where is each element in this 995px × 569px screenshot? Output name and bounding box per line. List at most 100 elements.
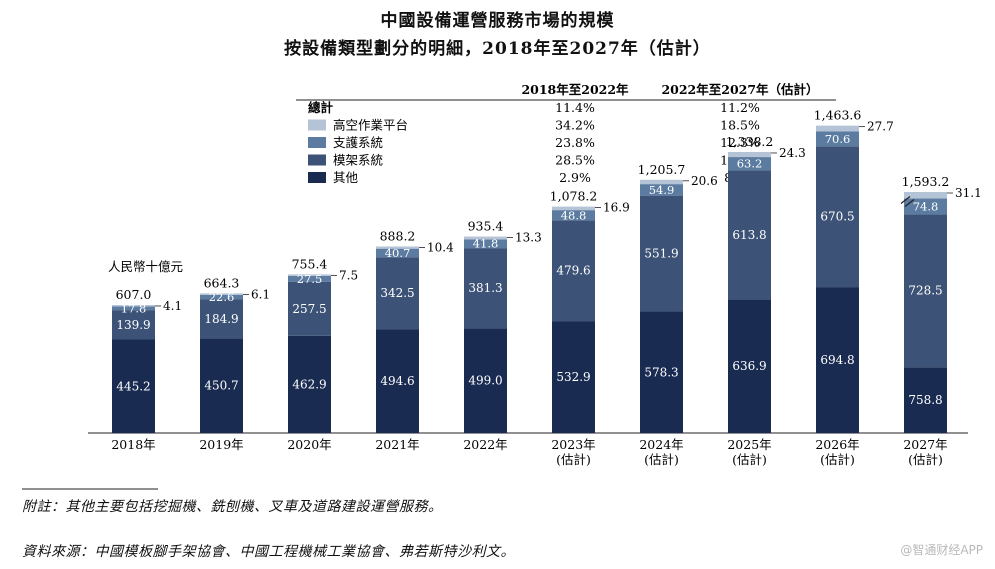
data-label: 499.0	[468, 374, 502, 388]
data-label: 494.6	[380, 374, 414, 388]
bar-segment	[200, 338, 243, 433]
legend-swatch	[308, 154, 326, 166]
chart-title-line1: 中國設備運營服務市場的規模	[380, 11, 615, 31]
category-label: (估計)	[556, 452, 591, 467]
category-label: 2020年	[287, 437, 331, 452]
data-label: 7.5	[339, 268, 358, 282]
data-label: 10.4	[427, 240, 454, 254]
category-label: 2025年	[727, 437, 771, 452]
data-label: 22.6	[209, 290, 235, 304]
chart-title-line2: 按設備類型劃分的明細，2018年至2027年（估計）	[284, 39, 711, 59]
cagr-value: 28.5%	[555, 153, 595, 168]
legend-swatch	[308, 172, 326, 183]
cagr-value: 23.8%	[555, 135, 595, 150]
source-note: 資料來源：中國模板腳手架協會、中國工程機械工業協會、弗若斯特沙利文。	[22, 544, 515, 560]
data-label: 24.3	[779, 146, 806, 160]
data-label: 694.8	[820, 353, 854, 367]
category-label: 2019年	[199, 437, 243, 452]
total-label: 1,593.2	[902, 174, 950, 189]
data-label: 636.9	[732, 359, 766, 373]
legend-label: 高空作業平台	[333, 118, 408, 133]
cagr-value: 11.4%	[555, 100, 595, 115]
bar-segment	[728, 157, 771, 171]
total-label: 664.3	[204, 275, 240, 290]
category-label: (估計)	[644, 452, 679, 467]
data-label: 6.1	[251, 287, 270, 301]
bar-segment	[200, 293, 243, 295]
cagr-col-header: 2018年至2022年	[521, 82, 629, 97]
footnote: 附註：其他主要包括挖掘機、銑刨機、叉車及道路建設運營服務。	[22, 499, 443, 515]
watermark: @智通财经APP	[900, 543, 983, 557]
bar-segment	[200, 299, 243, 339]
legend-label: 支護系統	[333, 135, 383, 150]
total-label: 1,205.7	[638, 162, 686, 177]
data-label: 184.9	[204, 312, 238, 326]
bar-segment	[816, 146, 859, 288]
bar-segment	[288, 281, 331, 336]
total-label: 1,078.2	[550, 189, 598, 204]
bar-segment	[552, 220, 595, 322]
category-label: 2027年	[903, 437, 947, 452]
data-label: 74.8	[913, 199, 939, 213]
cagr-total-label: 總計	[308, 100, 334, 115]
bar-segment	[728, 151, 771, 158]
bar-segment	[904, 214, 947, 368]
bar-segment	[376, 329, 419, 433]
category-label: (估計)	[908, 452, 943, 467]
bar-segment	[112, 339, 155, 433]
bar-segment	[464, 328, 507, 433]
category-label: 2022年	[463, 437, 507, 452]
bar-segment	[552, 206, 595, 211]
bar-segment	[904, 198, 947, 215]
legend-swatch	[308, 119, 326, 131]
legend-swatch	[308, 137, 326, 148]
data-label: 462.9	[292, 377, 326, 391]
data-label: 20.6	[691, 174, 718, 188]
cagr-value: 34.2%	[555, 118, 595, 133]
category-label: 2024年	[639, 437, 683, 452]
category-label: (估計)	[732, 452, 767, 467]
category-label: 2023年	[551, 437, 595, 452]
bar-segment	[816, 287, 859, 433]
cagr-col-header: 2022年至2027年（估計）	[661, 82, 818, 97]
data-label: 728.5	[908, 284, 942, 298]
data-label: 70.6	[825, 132, 851, 146]
bar-segment	[640, 179, 683, 185]
bar-segment	[464, 236, 507, 240]
legend-label: 其他	[333, 170, 359, 185]
data-label: 40.7	[385, 246, 411, 260]
data-label: 4.1	[163, 299, 182, 313]
bar-segment	[640, 195, 683, 312]
bar-segment	[464, 239, 507, 249]
data-label: 27.5	[297, 272, 323, 286]
data-label: 13.3	[515, 231, 542, 245]
cagr-value: 2.9%	[559, 170, 591, 185]
bar-segment	[816, 131, 859, 147]
data-label: 532.9	[556, 370, 590, 384]
data-label: 758.8	[908, 393, 942, 407]
total-label: 1,463.6	[814, 108, 862, 123]
data-label: 342.5	[380, 286, 414, 300]
data-label: 48.8	[561, 208, 587, 222]
legend-label: 模架系統	[333, 153, 383, 168]
data-label: 31.1	[955, 186, 982, 200]
data-label: 17.8	[121, 301, 147, 315]
category-label: 2018年	[111, 437, 155, 452]
data-label: 613.8	[732, 228, 766, 242]
bar-segment	[904, 367, 947, 433]
bar-segment	[112, 310, 155, 340]
axis-break-mark	[900, 196, 915, 208]
total-label: 935.4	[468, 219, 504, 234]
bar-segment	[552, 210, 595, 221]
bar-segment	[376, 248, 419, 258]
data-label: 551.9	[644, 247, 678, 261]
bar-segment	[728, 170, 771, 300]
bar-segment	[376, 246, 419, 249]
category-label: 2021年	[375, 437, 419, 452]
bar-segment	[112, 304, 155, 307]
bar-segment	[464, 248, 507, 329]
bar-segment	[288, 335, 331, 433]
bar-segment	[200, 294, 243, 300]
data-label: 16.9	[603, 201, 630, 215]
